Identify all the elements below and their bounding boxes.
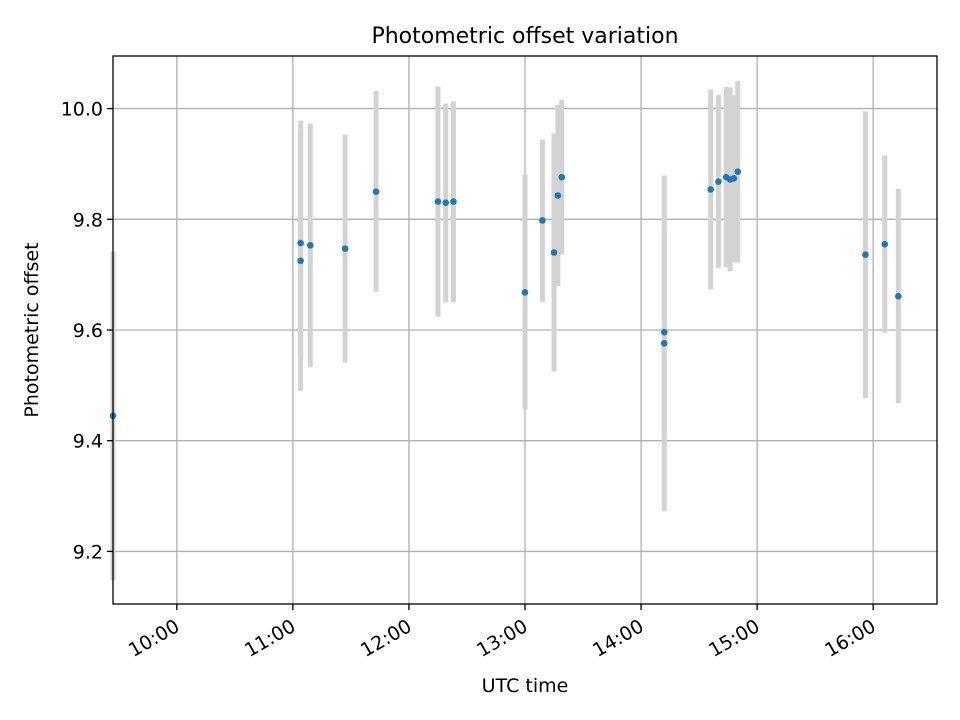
- point-layer: [109, 168, 902, 420]
- y-axis-title: Photometric offset: [21, 242, 43, 417]
- chart-title: Photometric offset variation: [371, 24, 678, 49]
- data-point: [372, 188, 380, 195]
- data-point: [895, 292, 902, 300]
- data-point: [660, 328, 668, 336]
- data-point: [558, 173, 566, 181]
- y-tick-label: 9.4: [73, 431, 103, 453]
- y-tick-label: 9.2: [73, 541, 103, 563]
- data-point: [734, 168, 742, 175]
- data-point: [660, 339, 668, 347]
- data-point: [297, 239, 304, 247]
- data-point: [450, 198, 457, 205]
- y-tick-label: 10.0: [61, 99, 103, 121]
- data-point: [341, 245, 349, 252]
- y-tick-label: 9.8: [73, 209, 103, 231]
- y-tick-layer: 9.2 9.4 9.6 9.8 10.0: [61, 99, 113, 563]
- y-tick-label: 9.6: [73, 320, 103, 342]
- data-point: [442, 199, 449, 206]
- data-point: [306, 242, 314, 249]
- data-point: [539, 217, 546, 224]
- data-point: [554, 192, 562, 199]
- x-axis-title: UTC time: [482, 675, 569, 697]
- data-point: [862, 251, 869, 259]
- data-point: [550, 249, 558, 256]
- data-point: [434, 198, 442, 205]
- data-point: [730, 175, 738, 182]
- data-point: [707, 186, 714, 193]
- data-point: [521, 289, 529, 296]
- data-point: [881, 240, 889, 248]
- data-point: [715, 178, 722, 185]
- data-point: [297, 257, 304, 265]
